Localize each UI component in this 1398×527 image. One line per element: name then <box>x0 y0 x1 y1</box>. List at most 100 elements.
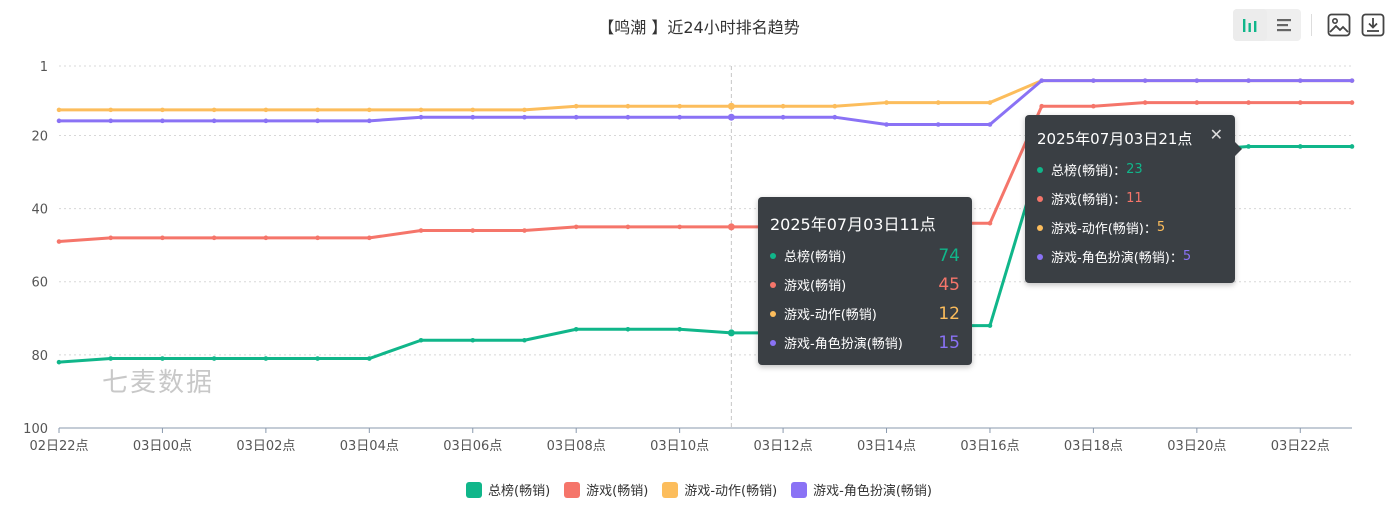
data-point <box>418 114 424 120</box>
data-point <box>1246 144 1251 149</box>
tooltip-dot <box>770 252 776 259</box>
tooltip-dot <box>1037 224 1043 231</box>
legend-item[interactable]: 游戏(畅销) <box>564 480 648 499</box>
data-point <box>1039 103 1044 109</box>
data-point <box>263 235 269 241</box>
data-point <box>522 114 527 120</box>
tooltip-row: 游戏-动作(畅销)： 5 <box>1025 213 1235 242</box>
data-point <box>1349 78 1355 83</box>
data-point <box>211 235 217 241</box>
tooltip-series-name: 游戏-动作(畅销)： <box>1051 222 1157 237</box>
data-point <box>418 337 424 343</box>
x-tick-label: 03日18点 <box>1064 439 1123 454</box>
x-tick-label: 02日22点 <box>29 439 88 454</box>
data-point <box>1297 144 1303 149</box>
data-point <box>573 326 579 332</box>
tooltip-series-name: 游戏-角色扮演(畅销) <box>784 337 903 352</box>
data-point <box>315 118 320 124</box>
data-point <box>1246 100 1251 105</box>
series-line <box>59 79 1352 127</box>
data-point <box>987 100 993 105</box>
data-point <box>1142 100 1148 105</box>
legend-swatch <box>662 481 679 498</box>
data-point <box>315 107 320 113</box>
data-point <box>315 235 320 241</box>
y-tick-label: 1 <box>40 60 48 75</box>
data-point <box>470 228 476 233</box>
data-point <box>160 235 165 241</box>
tooltip-row: 游戏(畅销)： 11 <box>1025 184 1235 213</box>
chart-legend: 总榜(畅销) 游戏(畅销) 游戏-动作(畅销) 游戏-角色扮演(畅销) <box>0 480 1398 499</box>
data-point <box>884 122 889 127</box>
data-point <box>625 114 631 120</box>
data-point <box>1142 78 1148 83</box>
data-point <box>987 220 993 226</box>
bar-chart-icon[interactable] <box>1233 9 1267 41</box>
data-point <box>108 356 114 361</box>
tooltip-row: 总榜(畅销)： 23 <box>1025 155 1235 184</box>
tooltip-pinned: 2025年07月03日21点 ✕ 总榜(畅销)： 23 游戏(畅销)： 11 游戏-动作… <box>1025 115 1242 283</box>
data-point <box>211 118 217 124</box>
data-point <box>108 107 114 113</box>
data-point <box>1194 78 1200 83</box>
x-tick-label: 03日00点 <box>133 439 192 454</box>
x-tick-label: 03日16点 <box>960 439 1019 454</box>
tooltip-dot <box>770 310 776 317</box>
data-point <box>727 102 735 110</box>
data-point <box>522 228 527 233</box>
legend-swatch <box>791 481 808 498</box>
tooltip-dot <box>770 339 776 346</box>
tooltip-series-name: 总榜(畅销)： <box>1051 164 1127 179</box>
data-point <box>1194 100 1200 105</box>
tooltip-row: 游戏(畅销) 45 <box>758 270 972 299</box>
image-download-icon[interactable] <box>1322 9 1356 41</box>
legend-swatch <box>466 481 482 498</box>
tooltip-hover: 2025年07月03日11点 总榜(畅销) 74 游戏(畅销) 45 游戏-动作(畅销)… <box>758 197 972 365</box>
data-point <box>1349 144 1355 149</box>
download-icon[interactable] <box>1356 9 1390 41</box>
data-point <box>56 239 62 244</box>
legend-label: 总榜(畅销) <box>488 484 551 499</box>
tooltip-row: 总榜(畅销) 74 <box>758 241 972 270</box>
tooltip-series-name: 游戏(畅销)： <box>1051 193 1127 208</box>
x-tick-label: 03日08点 <box>547 439 606 454</box>
data-point <box>522 337 527 343</box>
legend-item[interactable]: 总榜(畅销) <box>466 480 550 499</box>
list-icon[interactable] <box>1267 9 1301 41</box>
tooltip-row: 游戏-角色扮演(畅销)： 5 <box>1025 242 1235 271</box>
tooltip-value: 5 <box>1156 220 1166 235</box>
data-point <box>727 223 735 231</box>
x-tick-label: 03日12点 <box>754 439 813 454</box>
data-point <box>211 356 217 361</box>
data-point <box>677 224 682 230</box>
data-point <box>367 356 372 361</box>
y-tick-label: 60 <box>31 276 48 291</box>
y-tick-label: 80 <box>31 349 48 364</box>
tooltip-title: 2025年07月03日21点 <box>1037 130 1193 148</box>
data-point <box>367 107 372 113</box>
series-游戏-动作(畅销) <box>56 78 1355 113</box>
x-tick-label: 03日22点 <box>1271 439 1330 454</box>
tooltip-dot <box>1037 166 1043 173</box>
data-point <box>987 323 993 328</box>
tooltip-value: 23 <box>1126 162 1143 177</box>
x-tick-label: 03日02点 <box>236 439 295 454</box>
y-axis: 1 20 40 60 80 100 <box>23 60 48 437</box>
tooltip-series-name: 游戏(畅销) <box>784 279 847 294</box>
data-point <box>522 107 527 113</box>
chart-grid <box>59 65 1352 428</box>
tooltip-series-name: 游戏-角色扮演(畅销)： <box>1051 251 1183 266</box>
x-tick-label: 03日20点 <box>1167 439 1226 454</box>
data-point <box>573 114 579 120</box>
close-icon[interactable]: ✕ <box>1209 125 1223 144</box>
data-point <box>573 224 579 230</box>
legend-item[interactable]: 游戏-动作(畅销) <box>662 480 777 499</box>
x-tick-label: 03日14点 <box>857 439 916 454</box>
tooltip-value: 15 <box>938 332 960 353</box>
data-point <box>1091 78 1096 83</box>
data-point <box>108 235 114 241</box>
x-axis: 02日22点 03日00点 03日02点 03日04点 03日06点 03日08点 03日1… <box>29 427 1352 454</box>
data-point <box>573 103 579 109</box>
legend-item[interactable]: 游戏-角色扮演(畅销) <box>791 480 932 499</box>
data-point <box>1349 100 1355 105</box>
